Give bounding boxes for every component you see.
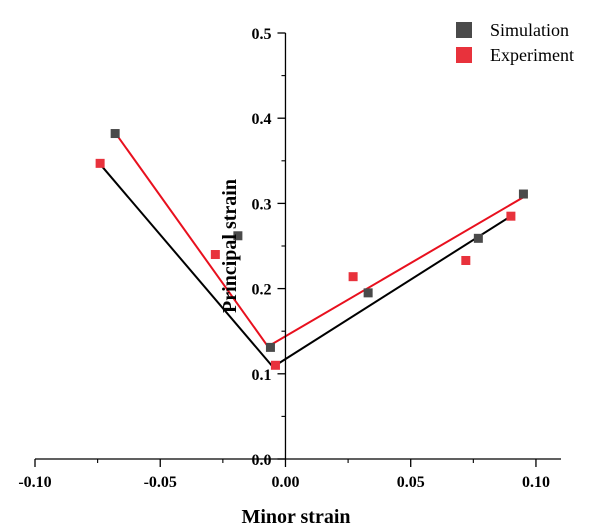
legend-swatch-simulation [456, 22, 472, 38]
y-axis-title: Principal strain [219, 179, 241, 313]
y-tick-label: 0.4 [251, 111, 271, 128]
point-experiment [506, 211, 516, 221]
y-tick-label: 0.5 [251, 26, 271, 43]
point-simulation [265, 342, 275, 352]
x-tick-label: -0.10 [18, 474, 51, 491]
point-experiment [461, 255, 471, 265]
point-experiment [270, 360, 280, 370]
y-tick-label: 0.1 [251, 367, 271, 384]
y-tick-label: 0.3 [251, 196, 271, 213]
x-axis-title: Minor strain [241, 506, 350, 528]
y-tick-label: 0.2 [251, 282, 271, 299]
legend-label-simulation: Simulation [490, 20, 569, 40]
x-tick-label: 0.05 [397, 474, 425, 491]
point-simulation [363, 288, 373, 298]
fit-line-simulation [272, 213, 514, 368]
legend-label-experiment: Experiment [490, 45, 574, 65]
legend: Simulation Experiment [456, 20, 574, 65]
point-experiment [95, 158, 105, 168]
data-points [95, 129, 528, 370]
point-simulation [518, 189, 528, 199]
fit-lines [99, 132, 527, 368]
point-experiment [210, 250, 220, 260]
fit-line-experiment [114, 132, 269, 348]
y-tick-label: 0.0 [251, 452, 271, 469]
point-simulation [110, 129, 120, 139]
legend-swatch-experiment [456, 47, 472, 63]
point-simulation [473, 233, 483, 243]
fit-line-simulation [99, 163, 274, 368]
point-simulation [233, 231, 243, 241]
x-tick-label: 0.10 [522, 474, 550, 491]
x-tick-label: -0.05 [144, 474, 177, 491]
axes [34, 32, 561, 467]
point-experiment [348, 272, 358, 282]
tick-labels: -0.10 -0.05 0.00 0.05 0.10 0.0 0.1 0.2 0.3 0.4 0.5 [18, 26, 550, 491]
x-tick-label: 0.00 [271, 474, 299, 491]
fit-line-experiment [267, 194, 527, 348]
